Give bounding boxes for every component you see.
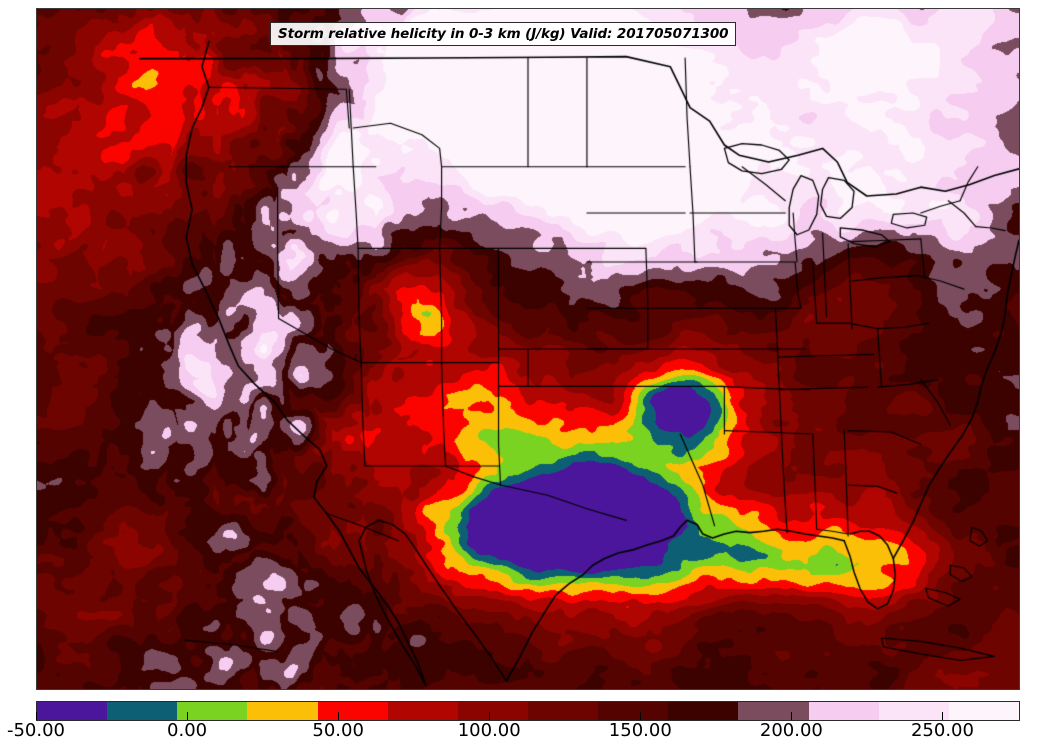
colorbar-label-50: 50.00	[312, 720, 364, 741]
helicity-raster-map	[37, 9, 1019, 689]
colorbar-segment-green	[177, 702, 248, 720]
colorbar-segment-very-dark-maroon	[598, 702, 669, 720]
colorbar-label-250: 250.00	[910, 720, 974, 741]
colorbar-label-100: 100.00	[457, 720, 521, 741]
colorbar-segment-darker-red	[457, 702, 528, 720]
map-frame	[36, 8, 1020, 690]
colorbar-segment-near-black-maroon	[668, 702, 739, 720]
colorbar-label-0: 0.00	[167, 720, 208, 741]
colorbar-segment-dark-red	[387, 702, 458, 720]
colorbar-segment-teal	[107, 702, 178, 720]
colorbar-segment-deep-maroon	[527, 702, 599, 720]
colorbar-tick-labels: -50.00 0.00 50.00 100.00 150.00 200.00 250.00	[0, 720, 1044, 745]
colorbar-segment-near-white	[948, 702, 1019, 720]
colorbar-segment-pale-pink	[878, 702, 949, 720]
colorbar-label-200: 200.00	[759, 720, 823, 741]
page-title: Storm relative helicity in 0-3 km (J/kg)…	[278, 26, 729, 42]
map-title-box: Storm relative helicity in 0-3 km (J/kg)…	[270, 22, 737, 46]
colorbar-label-150: 150.00	[608, 720, 672, 741]
colorbar	[36, 701, 1020, 721]
colorbar-segment-purple	[37, 702, 108, 720]
colorbar-segment-red	[317, 702, 388, 720]
colorbar-segment-yellow	[247, 702, 318, 720]
colorbar-segment-mauve	[738, 702, 809, 720]
colorbar-segments	[37, 702, 1019, 720]
colorbar-label--50: -50.00	[6, 720, 66, 741]
colorbar-segment-light-pink	[808, 702, 879, 720]
